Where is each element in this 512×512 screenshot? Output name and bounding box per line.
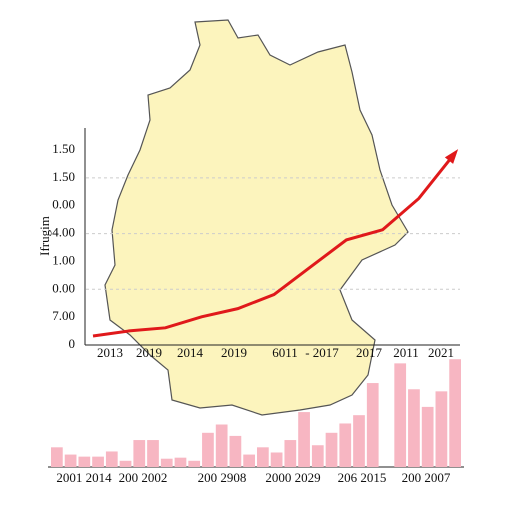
bar xyxy=(298,412,310,467)
bar-label: 200 2908 xyxy=(198,470,247,485)
x-tick-label: 2019 xyxy=(136,345,162,360)
bar xyxy=(270,452,283,467)
y-tick-label: 0.00 xyxy=(52,197,75,212)
bar xyxy=(51,447,63,467)
bar xyxy=(435,391,448,467)
bar xyxy=(394,363,407,467)
bar xyxy=(229,435,242,467)
line-series xyxy=(92,152,457,338)
bar xyxy=(78,456,91,467)
y-tick-label: 4.00 xyxy=(52,225,75,240)
bar xyxy=(421,406,434,467)
x-tick-label: 2014 xyxy=(177,345,204,360)
bar xyxy=(353,415,365,467)
bar xyxy=(366,383,379,467)
bar xyxy=(160,458,173,467)
x-tick-label: 2019 xyxy=(221,345,247,360)
bar xyxy=(257,447,269,467)
x-tick-label: 2011 xyxy=(393,345,419,360)
bar xyxy=(311,445,324,467)
x-tick-label: 2021 xyxy=(428,345,454,360)
bar xyxy=(202,432,214,467)
arrow-head xyxy=(444,149,459,164)
y-tick-label: 0.00 xyxy=(52,280,75,295)
bar-label: 2000 2029 xyxy=(265,470,320,485)
x-tick-label: - 2017 xyxy=(305,345,339,360)
x-tick-label: 2013 xyxy=(97,345,123,360)
map-background xyxy=(104,19,409,416)
bar-label: 2001 2014 xyxy=(56,470,112,485)
bar-label: 206 2015 xyxy=(338,470,387,485)
y-tick-label: 1.50 xyxy=(52,141,75,156)
bar xyxy=(243,454,255,467)
bar xyxy=(325,432,338,467)
y-tick-label: 7.00 xyxy=(52,308,75,323)
y-tick-label: 1.00 xyxy=(52,252,75,267)
bar xyxy=(215,424,228,467)
bar xyxy=(105,451,118,467)
bar xyxy=(119,460,132,467)
bar xyxy=(92,456,104,467)
x-tick-label: 2017 xyxy=(356,345,383,360)
bar xyxy=(133,440,146,467)
bar xyxy=(449,359,461,467)
bar xyxy=(408,389,420,467)
y-tick-label: 1.50 xyxy=(52,169,75,184)
bar-label: 200 2007 xyxy=(402,470,451,485)
y-axis-title: Ifrugim xyxy=(37,216,52,256)
y-tick-label: 0 xyxy=(69,336,76,351)
bar xyxy=(284,440,297,467)
bar-label: 200 2002 xyxy=(119,470,168,485)
bar xyxy=(188,460,201,467)
x-tick-label: 6011 xyxy=(272,345,298,360)
bar xyxy=(339,423,352,467)
bar xyxy=(64,454,77,467)
bar xyxy=(174,457,187,467)
bar xyxy=(147,440,159,467)
